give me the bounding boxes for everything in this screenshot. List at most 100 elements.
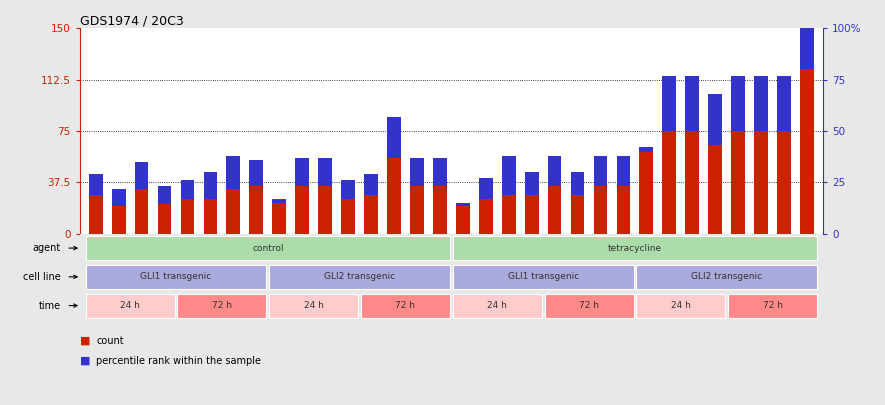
Bar xyxy=(112,188,126,206)
Text: tetracycline: tetracycline xyxy=(608,243,662,253)
Bar xyxy=(181,200,195,234)
Bar xyxy=(204,200,218,234)
Bar xyxy=(319,186,332,234)
Bar xyxy=(663,131,676,234)
Text: 72 h: 72 h xyxy=(579,301,599,310)
Bar xyxy=(112,206,126,234)
Text: ■: ■ xyxy=(80,356,90,366)
Text: 72 h: 72 h xyxy=(763,301,782,310)
Bar xyxy=(502,156,516,195)
Bar xyxy=(571,195,584,234)
Bar xyxy=(754,131,768,234)
Bar xyxy=(728,294,817,318)
Bar xyxy=(636,294,726,318)
Bar xyxy=(479,200,493,234)
Text: agent: agent xyxy=(33,243,61,253)
Bar xyxy=(296,158,309,186)
Bar xyxy=(88,195,103,234)
Bar xyxy=(617,186,630,234)
Text: GLI1 transgenic: GLI1 transgenic xyxy=(507,272,579,281)
Bar xyxy=(640,147,653,151)
Bar xyxy=(433,186,447,234)
Bar xyxy=(800,28,814,69)
Text: 72 h: 72 h xyxy=(396,301,415,310)
Text: GLI2 transgenic: GLI2 transgenic xyxy=(691,272,762,281)
Bar xyxy=(296,186,309,234)
Text: cell line: cell line xyxy=(23,272,61,282)
Bar xyxy=(158,186,172,204)
Text: 24 h: 24 h xyxy=(304,301,324,310)
Bar xyxy=(525,195,539,234)
Bar xyxy=(685,76,699,131)
Bar xyxy=(525,172,539,195)
Bar xyxy=(544,294,634,318)
Bar xyxy=(227,156,240,188)
Text: count: count xyxy=(96,336,124,346)
Bar xyxy=(269,294,358,318)
Bar xyxy=(800,69,814,234)
Bar xyxy=(269,265,450,289)
Bar xyxy=(250,160,263,186)
Text: GLI2 transgenic: GLI2 transgenic xyxy=(324,272,395,281)
Bar xyxy=(181,180,195,200)
Bar xyxy=(479,178,493,200)
Bar xyxy=(86,265,266,289)
Bar xyxy=(594,186,607,234)
Bar xyxy=(708,94,722,145)
Bar xyxy=(410,158,424,186)
Bar xyxy=(410,186,424,234)
Bar xyxy=(273,200,286,234)
Bar xyxy=(636,265,817,289)
Bar xyxy=(387,117,401,158)
Text: GLI1 transgenic: GLI1 transgenic xyxy=(141,272,212,281)
Bar xyxy=(364,174,378,195)
Bar xyxy=(227,188,240,234)
Bar xyxy=(135,188,149,234)
Bar xyxy=(453,265,634,289)
Bar xyxy=(708,145,722,234)
Text: time: time xyxy=(39,301,61,311)
Bar xyxy=(319,158,332,186)
Bar xyxy=(777,131,791,234)
Bar xyxy=(456,206,470,234)
Bar xyxy=(617,156,630,186)
Bar xyxy=(548,156,561,186)
Bar xyxy=(86,294,174,318)
Bar xyxy=(250,186,263,234)
Text: ■: ■ xyxy=(80,336,90,346)
Bar xyxy=(273,200,286,203)
Text: control: control xyxy=(252,243,283,253)
Text: percentile rank within the sample: percentile rank within the sample xyxy=(96,356,261,366)
Text: GDS1974 / 20C3: GDS1974 / 20C3 xyxy=(80,14,183,27)
Bar xyxy=(663,76,676,131)
Bar xyxy=(731,76,745,131)
Bar xyxy=(158,204,172,234)
Bar xyxy=(342,200,355,234)
Bar xyxy=(754,76,768,131)
Bar xyxy=(594,156,607,186)
Text: 24 h: 24 h xyxy=(671,301,690,310)
Bar xyxy=(433,158,447,186)
Bar xyxy=(685,131,699,234)
Bar xyxy=(640,151,653,234)
Bar xyxy=(731,131,745,234)
Bar xyxy=(364,195,378,234)
Bar xyxy=(88,174,103,195)
Bar xyxy=(361,294,450,318)
Bar xyxy=(453,294,542,318)
Bar xyxy=(135,162,149,188)
Bar xyxy=(777,76,791,131)
Bar xyxy=(177,294,266,318)
Bar xyxy=(204,172,218,200)
Bar xyxy=(387,158,401,234)
Bar xyxy=(571,172,584,195)
Bar xyxy=(453,236,817,260)
Text: 24 h: 24 h xyxy=(488,301,507,310)
Text: 72 h: 72 h xyxy=(212,301,232,310)
Bar xyxy=(86,236,450,260)
Bar xyxy=(456,203,470,206)
Bar xyxy=(548,186,561,234)
Text: 24 h: 24 h xyxy=(120,301,140,310)
Bar xyxy=(502,195,516,234)
Bar xyxy=(342,180,355,200)
